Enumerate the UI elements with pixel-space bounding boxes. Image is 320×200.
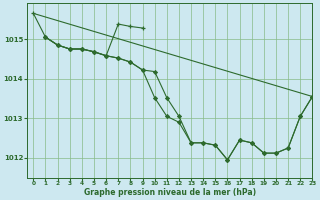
X-axis label: Graphe pression niveau de la mer (hPa): Graphe pression niveau de la mer (hPa) <box>84 188 256 197</box>
